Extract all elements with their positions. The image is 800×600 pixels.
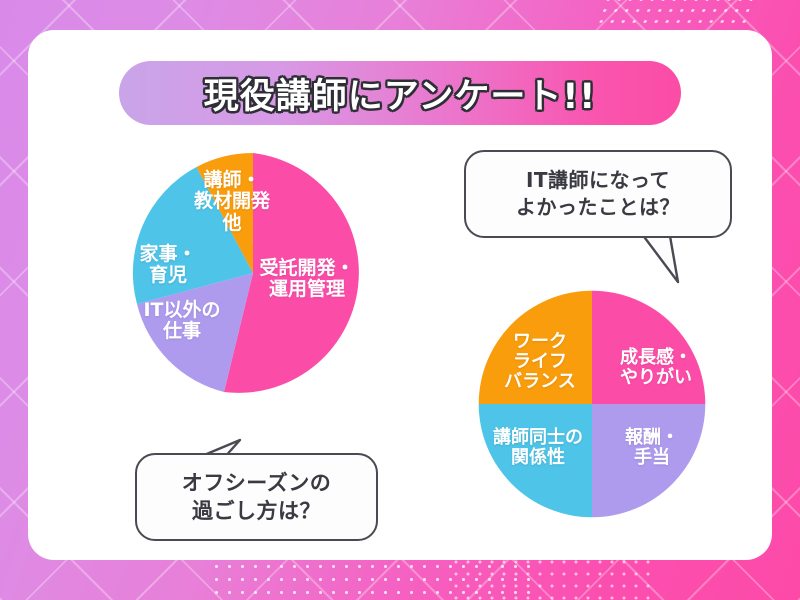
- pie-quadrant-blue: [478, 404, 592, 518]
- offseason-pie-svg: [132, 152, 359, 393]
- benefits-pie-chart: 成長感・ やりがい 報酬・ 手当 講師同士の 関係性 ワーク ライフ バランス: [474, 286, 710, 522]
- pie-quadrant-pink: [592, 290, 706, 404]
- title-banner: 現役講師にアンケート!!: [119, 61, 681, 125]
- pie-slice-pink: [224, 153, 359, 393]
- page-title: 現役講師にアンケート!!: [203, 76, 597, 117]
- pie-slice-blue: [132, 167, 253, 304]
- benefits-question-text: IT講師になって よかったことは？: [516, 168, 680, 219]
- offseason-pie-chart: 受託開発・ 運用管理 IT以外の 仕事 家事・ 育児 講師・ 教材開発 他: [128, 148, 378, 398]
- content-card: 現役講師にアンケート!! 受託開発・ 運用管理 IT以外の 仕事 家事・ 育児 …: [28, 30, 772, 560]
- benefits-question-bubble: IT講師になって よかったことは？: [464, 150, 732, 238]
- benefits-pie-svg: [478, 290, 706, 518]
- offseason-question-bubble: オフシーズンの 過ごし方は？: [135, 453, 378, 541]
- pie-quadrant-orange: [478, 290, 592, 404]
- pie-slice-purple: [137, 273, 253, 392]
- pie-quadrant-purple: [592, 404, 706, 518]
- pie-slice-orange: [196, 152, 253, 273]
- offseason-question-text: オフシーズンの 過ごし方は？: [181, 470, 332, 523]
